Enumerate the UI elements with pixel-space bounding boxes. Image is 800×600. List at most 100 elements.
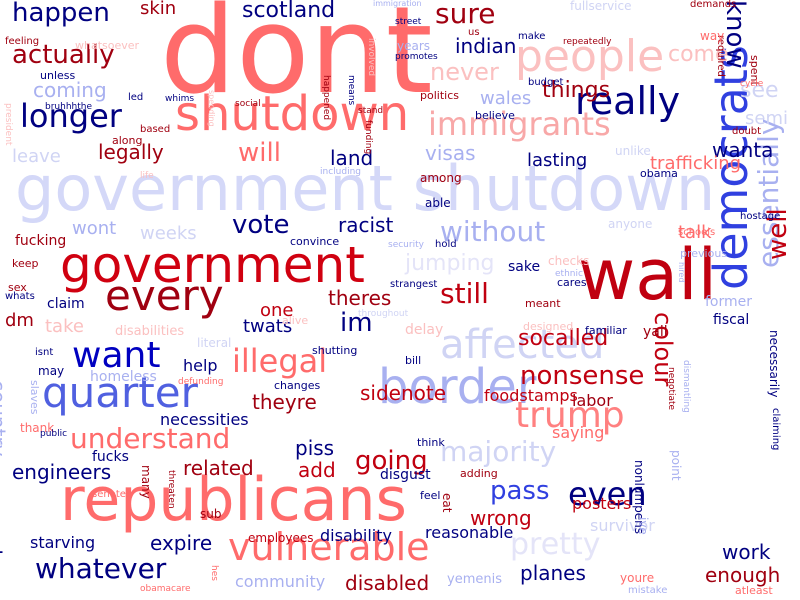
word: ive <box>636 517 650 535</box>
word: socalled <box>518 326 609 351</box>
word: stand <box>358 106 384 116</box>
word: happen <box>12 0 110 28</box>
word: keep <box>12 257 39 270</box>
word: feel <box>420 489 441 502</box>
word: majority <box>440 435 557 468</box>
word: coming <box>33 78 107 102</box>
word: able <box>425 196 451 210</box>
word: ethnic <box>555 269 583 279</box>
word: dont <box>160 0 433 121</box>
word: including <box>320 167 361 177</box>
word: think <box>417 436 445 449</box>
word: government <box>60 236 365 294</box>
word: government shutdown <box>15 152 716 225</box>
word: weeks <box>140 223 197 244</box>
word: fucks <box>92 449 129 465</box>
word: community <box>235 572 326 591</box>
word: shutdown <box>175 86 410 142</box>
word: may <box>38 364 65 378</box>
word: necessities <box>160 410 249 429</box>
word: reasonable <box>425 523 514 542</box>
word: bill <box>405 354 422 367</box>
word: mistake <box>628 585 668 596</box>
word: come <box>668 42 729 67</box>
word: piss <box>295 436 335 460</box>
word: years <box>397 39 431 53</box>
word: negotiate <box>666 367 676 411</box>
word: help <box>183 356 218 375</box>
word: wrong <box>470 506 532 530</box>
word: led <box>128 92 144 103</box>
word: fucking <box>15 233 67 249</box>
word: designed <box>523 320 574 333</box>
word: hes <box>209 565 219 581</box>
word: one <box>260 300 294 321</box>
word: senate <box>92 489 126 500</box>
word: wanta <box>712 138 774 162</box>
word: eat <box>440 493 454 513</box>
word: employees <box>248 531 314 545</box>
word: convince <box>290 235 340 248</box>
word: believe <box>475 109 515 122</box>
word: posters <box>572 494 632 513</box>
word: illegal <box>232 342 328 380</box>
word: whatever <box>35 552 167 585</box>
word: alive <box>282 314 309 327</box>
word: want <box>72 335 161 376</box>
word: sure <box>435 0 496 30</box>
word: things <box>542 78 611 103</box>
word: meant <box>525 297 561 310</box>
word: understand <box>70 422 231 455</box>
word: immigrants <box>428 105 611 143</box>
word: spending <box>207 90 216 127</box>
word: wales <box>480 88 532 109</box>
word: immigration <box>373 0 422 8</box>
word: talk <box>678 222 712 243</box>
word: wont <box>72 218 117 239</box>
word: homeless <box>90 369 157 385</box>
word: thank <box>20 421 55 435</box>
word: every <box>105 271 224 320</box>
word: social <box>235 99 261 109</box>
word: border <box>378 359 537 415</box>
word: scotland <box>242 0 336 23</box>
word: repeatedly <box>563 37 612 47</box>
word: will <box>238 138 281 168</box>
word: still <box>440 277 489 310</box>
word: really <box>575 79 681 123</box>
word: many <box>139 465 153 499</box>
word: street <box>395 17 422 27</box>
word: president <box>3 103 13 146</box>
word: happened <box>321 75 331 121</box>
word: saying <box>552 423 605 442</box>
word: dm <box>5 310 34 331</box>
word: never <box>430 58 499 86</box>
word: going <box>355 446 428 476</box>
word: yemenis <box>447 572 502 587</box>
word: republicans <box>60 465 407 535</box>
word: youre <box>620 571 655 585</box>
word: pass <box>490 476 550 506</box>
word: necessarily <box>767 330 781 398</box>
word: vote <box>232 210 290 240</box>
word: hired <box>677 262 686 283</box>
word: except <box>0 490 7 558</box>
word: wall <box>578 234 718 316</box>
word: shutting <box>312 344 358 357</box>
word: jumping <box>405 251 495 276</box>
word: im <box>340 308 373 338</box>
word: checks <box>548 254 590 268</box>
word: hostage <box>740 211 781 222</box>
word: among <box>420 171 462 185</box>
word: previous <box>680 247 728 260</box>
word: even <box>568 475 647 513</box>
word: based <box>140 124 171 135</box>
word: anyone <box>608 217 653 231</box>
word: related <box>183 456 254 480</box>
word: public <box>40 429 68 439</box>
word: cycle <box>740 79 764 89</box>
word: along <box>112 134 143 147</box>
word: trafficking <box>650 153 742 174</box>
word: survivor <box>590 516 655 535</box>
